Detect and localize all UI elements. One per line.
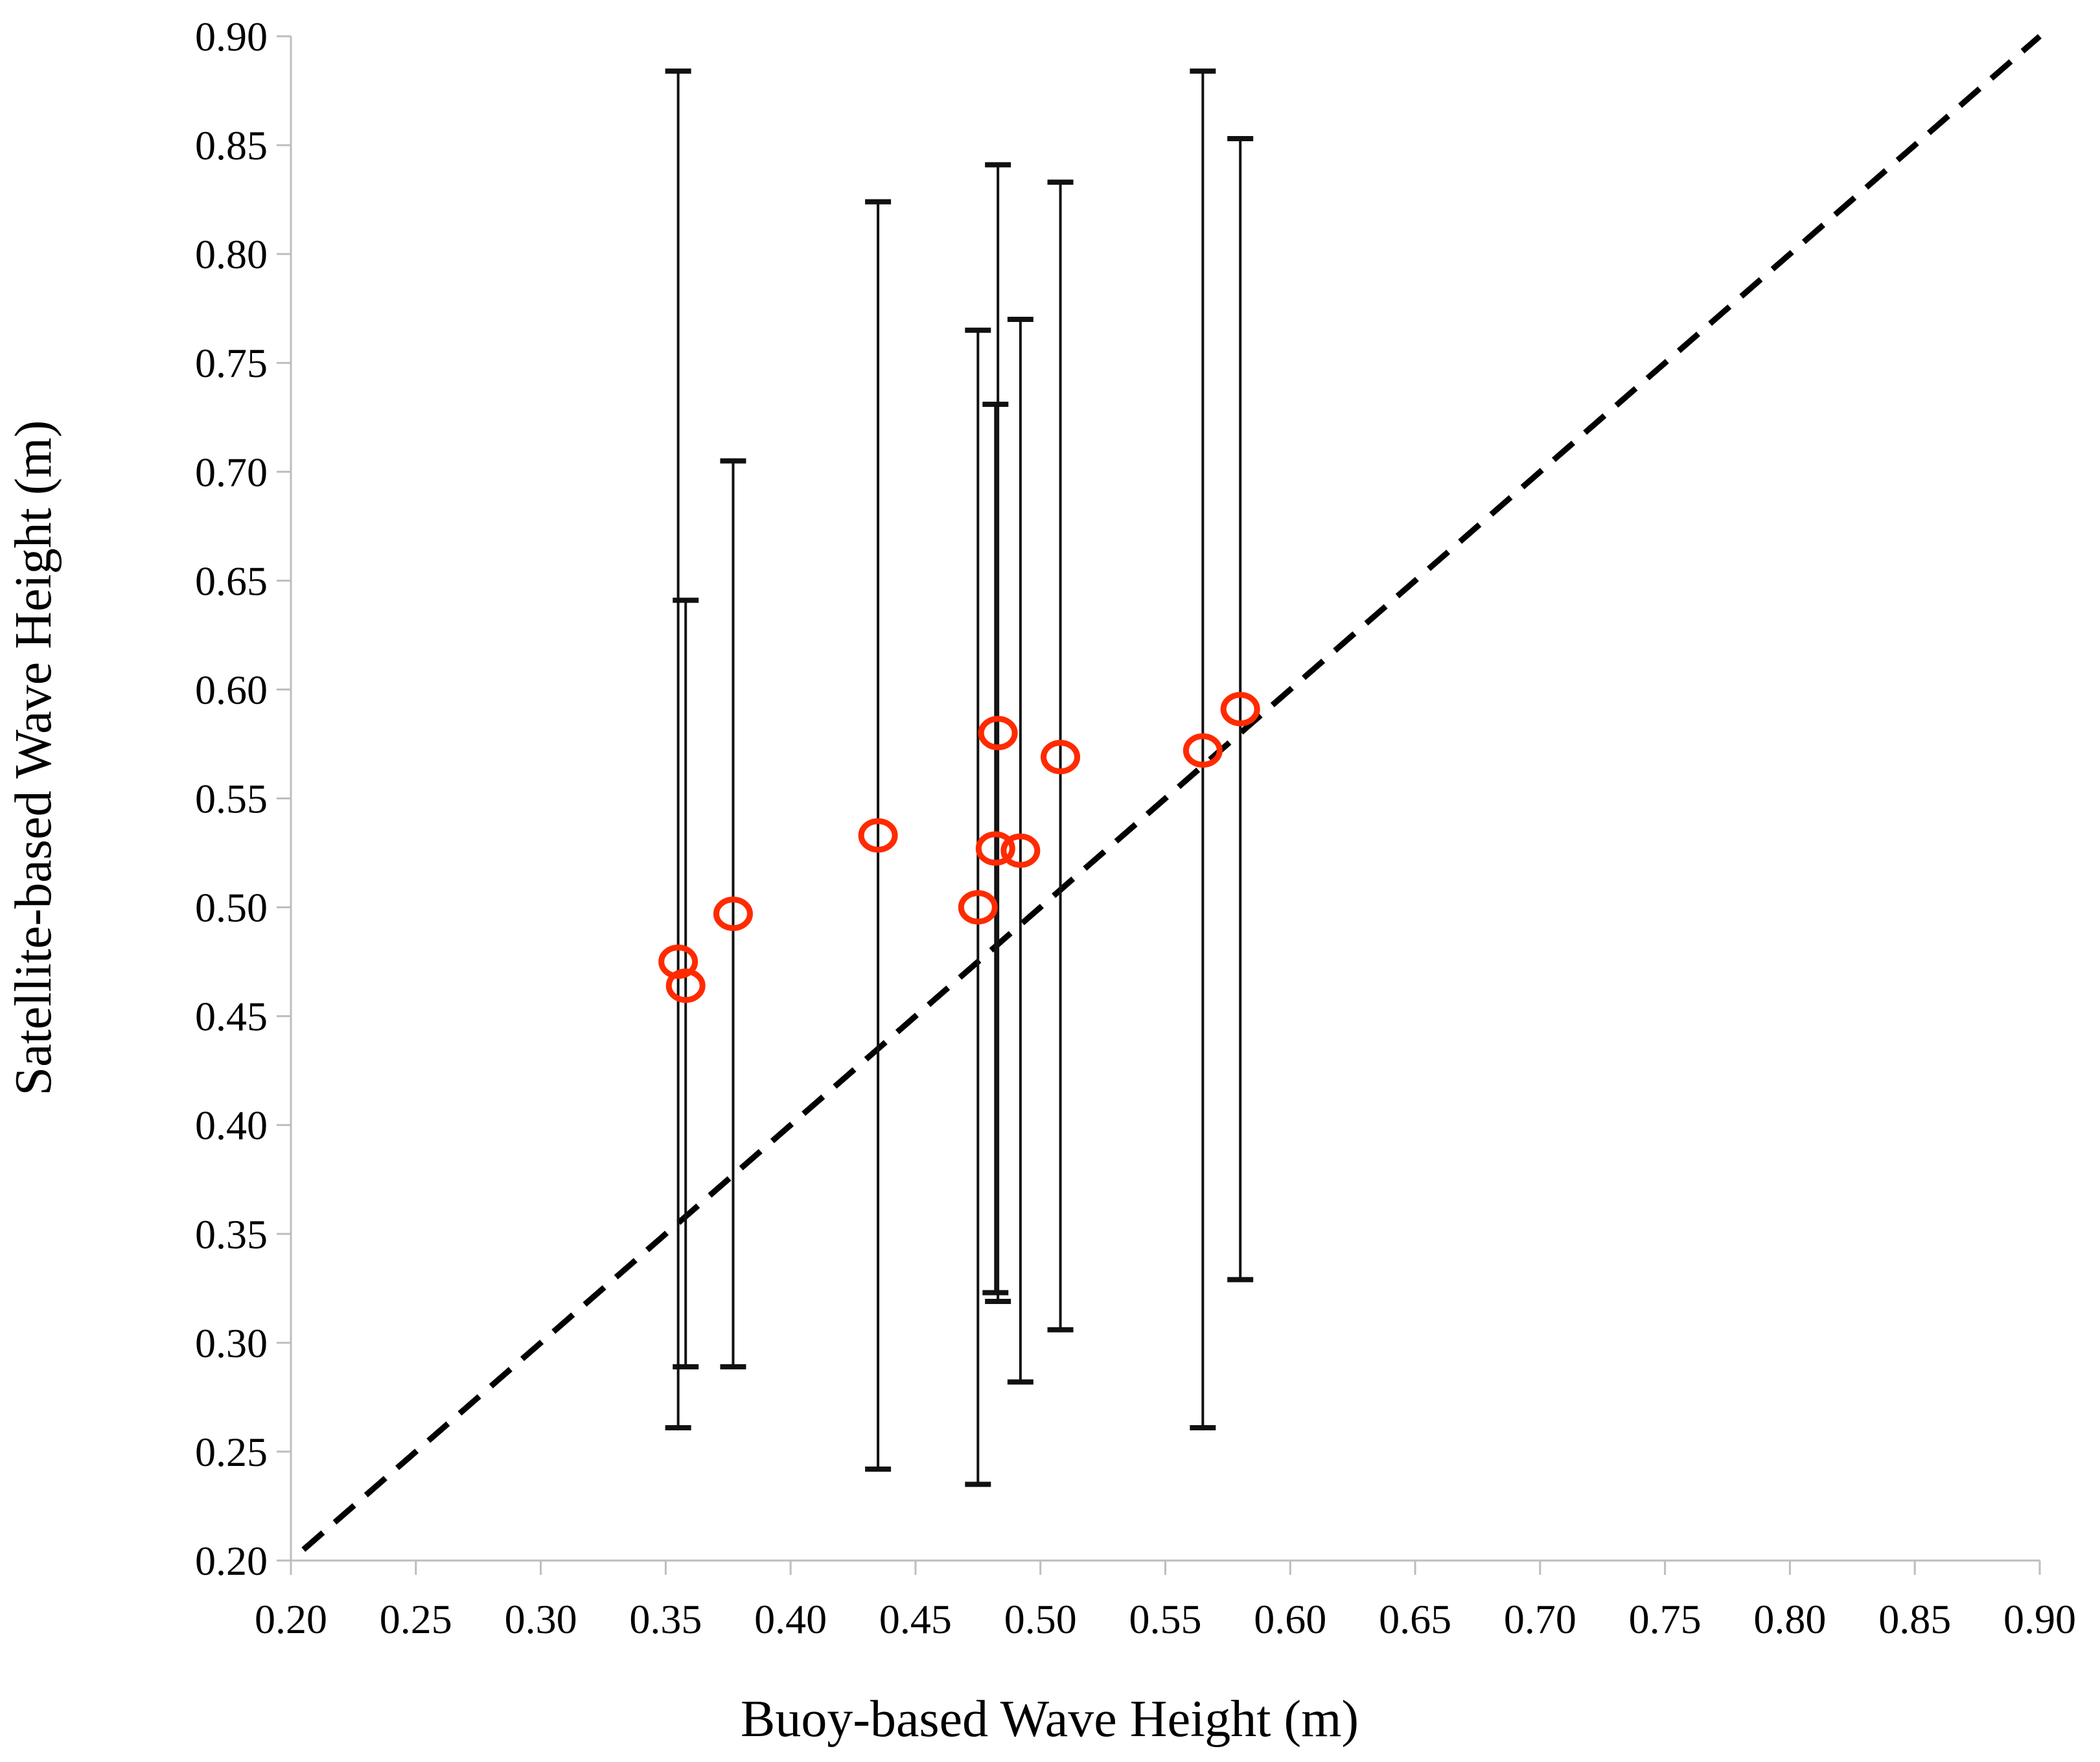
data-point-layer — [658, 692, 1260, 1003]
error-bar-layer — [665, 68, 1254, 1487]
data-point — [858, 818, 898, 853]
data-point — [1000, 833, 1041, 868]
error-bar — [673, 597, 699, 1369]
error-bar — [965, 327, 991, 1487]
y-tick-label: 0.90 — [195, 14, 268, 60]
error-bar — [1007, 316, 1033, 1385]
data-point — [975, 831, 1015, 866]
axes — [277, 35, 2041, 1575]
y-tick-label: 0.60 — [195, 667, 268, 713]
x-tick-label: 0.50 — [1004, 1596, 1077, 1642]
error-bar — [1190, 68, 1216, 1430]
x-tick-label: 0.35 — [629, 1596, 702, 1642]
error-bar — [865, 199, 892, 1472]
data-point — [1041, 740, 1081, 775]
x-tick-label: 0.20 — [255, 1596, 327, 1642]
x-tick-label: 0.25 — [380, 1596, 452, 1642]
y-tick-label: 0.85 — [195, 122, 268, 168]
error-bar — [985, 162, 1011, 1304]
y-tick-label: 0.35 — [195, 1211, 268, 1257]
y-tick-label: 0.40 — [195, 1103, 268, 1149]
data-point — [1220, 692, 1260, 727]
x-axis-title: Buoy-based Wave Height (m) — [741, 1691, 1359, 1748]
y-tick-label: 0.30 — [195, 1320, 268, 1366]
data-point — [713, 897, 753, 932]
data-point — [1183, 733, 1223, 768]
error-bar — [1227, 135, 1254, 1283]
y-tick-label: 0.65 — [195, 558, 268, 604]
y-tick-label: 0.45 — [195, 994, 268, 1040]
y-tick-label: 0.70 — [195, 449, 268, 495]
x-tick-label: 0.80 — [1753, 1596, 1826, 1642]
x-tick-label: 0.75 — [1629, 1596, 1702, 1642]
x-tick-label: 0.30 — [505, 1596, 577, 1642]
one-to-one-reference-line — [301, 34, 2042, 1552]
x-tick-label: 0.70 — [1504, 1596, 1576, 1642]
error-bar — [982, 402, 1009, 1296]
data-point — [665, 968, 706, 1003]
y-tick-label: 0.75 — [195, 340, 268, 386]
data-point — [958, 890, 998, 925]
error-bar — [1047, 179, 1074, 1333]
y-tick-label: 0.20 — [195, 1538, 268, 1584]
y-tick-label: 0.50 — [195, 885, 268, 931]
x-tick-label: 0.60 — [1254, 1596, 1326, 1642]
data-point — [978, 716, 1018, 751]
y-tick-label: 0.80 — [195, 231, 268, 277]
x-tick-label: 0.65 — [1379, 1596, 1451, 1642]
x-tick-label: 0.90 — [2003, 1596, 2076, 1642]
y-axis-title: Satellite-based Wave Height (m) — [5, 420, 62, 1096]
error-bar — [720, 458, 746, 1369]
x-tick-label: 0.40 — [754, 1596, 827, 1642]
reference-line-layer — [301, 34, 2042, 1552]
x-tick-label: 0.45 — [879, 1596, 952, 1642]
error-bar — [665, 68, 691, 1430]
y-tick-label: 0.25 — [195, 1429, 268, 1475]
x-tick-label: 0.55 — [1129, 1596, 1202, 1642]
y-tick-label: 0.55 — [195, 776, 268, 822]
tick-label-layer: 0.20 0.25 0.30 0.35 0.40 0.45 0.50 0.55 0.60 0.65… — [195, 14, 2076, 1642]
x-tick-label: 0.85 — [1878, 1596, 1951, 1642]
